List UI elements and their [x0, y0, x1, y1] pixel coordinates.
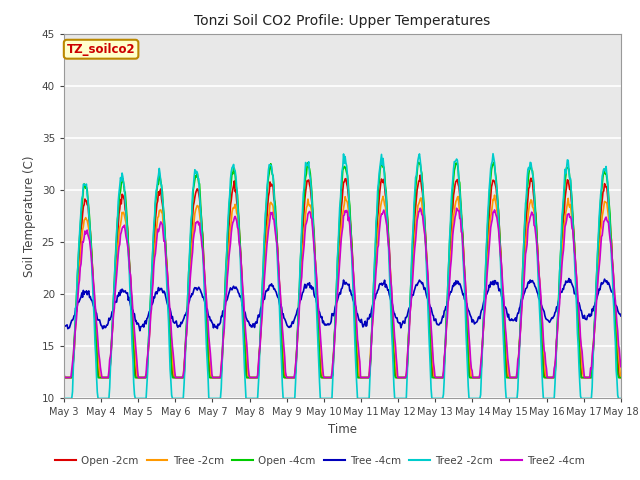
Open -2cm: [410, 229, 418, 235]
Tree -2cm: [70, 349, 78, 355]
Title: Tonzi Soil CO2 Profile: Upper Temperatures: Tonzi Soil CO2 Profile: Upper Temperatur…: [195, 14, 490, 28]
Tree2 -4cm: [428, 324, 435, 329]
Tree2 -4cm: [60, 371, 68, 377]
Open -4cm: [184, 290, 192, 296]
Tree -4cm: [214, 321, 222, 327]
Tree -4cm: [617, 313, 625, 319]
Open -4cm: [214, 375, 221, 381]
X-axis label: Time: Time: [328, 423, 357, 436]
Tree -4cm: [565, 276, 573, 281]
Tree -4cm: [60, 324, 68, 330]
Tree2 -4cm: [452, 205, 460, 211]
Tree -4cm: [136, 328, 144, 334]
Tree -2cm: [426, 317, 434, 323]
Tree2 -4cm: [71, 333, 79, 339]
Tree -4cm: [127, 306, 135, 312]
Y-axis label: Soil Temperature (C): Soil Temperature (C): [23, 155, 36, 277]
Tree2 -2cm: [214, 396, 221, 401]
Tree2 -2cm: [70, 349, 78, 355]
Open -4cm: [411, 198, 419, 204]
Tree2 -2cm: [410, 200, 418, 206]
Open -4cm: [60, 375, 68, 381]
Tree -2cm: [60, 375, 68, 381]
Line: Tree -2cm: Tree -2cm: [64, 195, 621, 378]
Open -2cm: [127, 294, 135, 300]
Open -4cm: [127, 299, 135, 304]
Open -2cm: [417, 172, 424, 178]
Open -2cm: [60, 375, 68, 381]
Open -2cm: [214, 375, 221, 381]
Tree2 -2cm: [489, 151, 497, 156]
Open -4cm: [70, 338, 78, 344]
Open -2cm: [184, 301, 192, 307]
Tree2 -4cm: [185, 300, 193, 306]
Tree -4cm: [428, 305, 435, 311]
Line: Open -4cm: Open -4cm: [64, 159, 621, 378]
Open -2cm: [617, 375, 625, 381]
Tree2 -2cm: [617, 396, 625, 401]
Open -4cm: [378, 156, 386, 162]
Open -4cm: [617, 375, 625, 381]
Tree2 -4cm: [61, 375, 68, 381]
Open -2cm: [428, 341, 435, 347]
Tree -2cm: [617, 375, 625, 381]
Tree -2cm: [127, 292, 135, 298]
Line: Open -2cm: Open -2cm: [64, 175, 621, 378]
Tree2 -4cm: [617, 364, 625, 370]
Line: Tree -4cm: Tree -4cm: [64, 278, 621, 331]
Tree2 -4cm: [214, 375, 222, 381]
Line: Tree2 -2cm: Tree2 -2cm: [64, 154, 621, 398]
Tree -4cm: [411, 286, 419, 292]
Tree -2cm: [214, 375, 221, 381]
Tree -4cm: [185, 300, 193, 306]
Tree2 -2cm: [426, 366, 434, 372]
Tree -4cm: [70, 313, 78, 319]
Legend: Open -2cm, Tree -2cm, Open -4cm, Tree -4cm, Tree2 -2cm, Tree2 -4cm: Open -2cm, Tree -2cm, Open -4cm, Tree -4…: [51, 452, 589, 470]
Tree2 -4cm: [411, 245, 419, 251]
Tree2 -4cm: [128, 296, 136, 301]
Tree2 -2cm: [184, 288, 192, 293]
Tree2 -2cm: [127, 322, 135, 328]
Tree2 -2cm: [60, 396, 68, 401]
Open -2cm: [70, 350, 78, 356]
Tree -2cm: [410, 245, 418, 251]
Tree -2cm: [184, 300, 192, 306]
Line: Tree2 -4cm: Tree2 -4cm: [64, 208, 621, 378]
Tree -2cm: [491, 192, 499, 198]
Open -4cm: [428, 362, 435, 368]
Text: TZ_soilco2: TZ_soilco2: [67, 43, 136, 56]
